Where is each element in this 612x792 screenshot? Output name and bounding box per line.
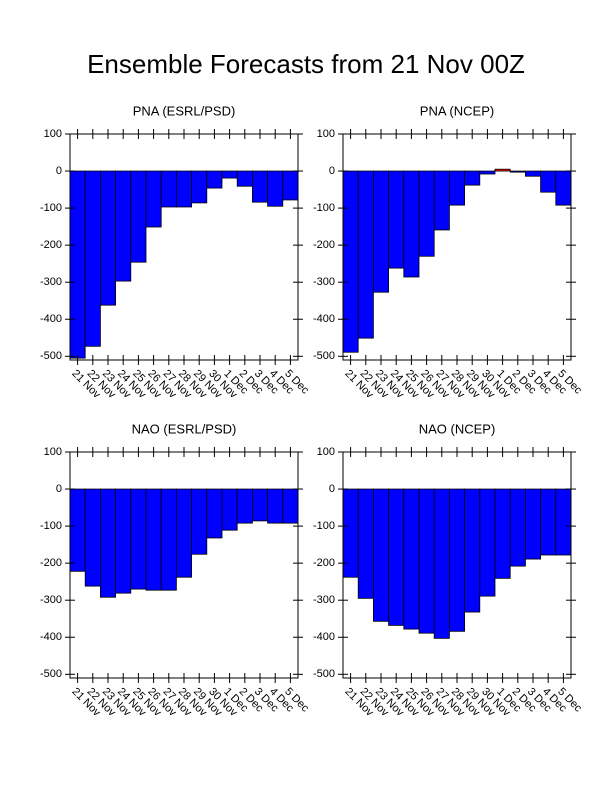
y-tick-label: -300 <box>40 276 62 288</box>
panel-title: PNA (ESRL/PSD) <box>133 103 236 118</box>
bar <box>221 488 238 531</box>
bar <box>403 488 420 630</box>
y-tick-label: -400 <box>40 313 62 325</box>
bar <box>145 488 162 591</box>
y-tick-label: -100 <box>313 202 335 214</box>
y-tick-label: -500 <box>313 668 335 680</box>
y-tick-label: -100 <box>313 520 335 532</box>
y-tick-label: -200 <box>40 239 62 251</box>
bar <box>175 488 192 578</box>
bar <box>69 170 86 359</box>
y-tick-label: 0 <box>56 165 62 177</box>
bar <box>494 488 511 579</box>
y-tick-label: 0 <box>56 483 62 495</box>
bar <box>403 170 420 278</box>
bar <box>84 170 101 347</box>
bar <box>236 170 253 187</box>
bar <box>540 488 557 556</box>
bar <box>282 170 299 201</box>
bar <box>555 488 572 556</box>
bar <box>418 170 435 257</box>
bar <box>160 488 177 591</box>
bar <box>69 488 86 572</box>
bar <box>130 170 147 263</box>
bar <box>494 168 511 172</box>
bar <box>372 170 389 293</box>
bar <box>221 170 238 179</box>
bar <box>448 170 465 206</box>
bar <box>267 488 284 524</box>
y-tick-label: -300 <box>313 594 335 606</box>
y-tick-label: -400 <box>313 313 335 325</box>
bar <box>372 488 389 622</box>
bar <box>388 170 405 269</box>
bar <box>418 488 435 634</box>
bar <box>236 488 253 524</box>
bar <box>191 170 208 204</box>
y-tick-label: -400 <box>40 631 62 643</box>
y-tick-label: 0 <box>329 483 335 495</box>
y-tick-label: -500 <box>313 350 335 362</box>
bar <box>267 170 284 207</box>
panel-title: NAO (ESRL/PSD) <box>132 421 237 436</box>
bar <box>100 488 117 598</box>
bar <box>342 170 359 353</box>
bar <box>357 170 374 339</box>
bar <box>433 488 450 639</box>
bar <box>479 170 496 175</box>
y-tick-label: -500 <box>40 350 62 362</box>
bar <box>388 488 405 626</box>
bar <box>509 488 526 567</box>
bar <box>357 488 374 599</box>
bar <box>206 488 223 539</box>
bar <box>448 488 465 632</box>
y-tick-label: -200 <box>40 557 62 569</box>
bar <box>191 488 208 555</box>
panel-title: NAO (NCEP) <box>419 421 496 436</box>
y-tick-label: 100 <box>317 128 335 140</box>
bar <box>160 170 177 208</box>
y-tick-label: -500 <box>40 668 62 680</box>
bar <box>540 170 557 193</box>
panel-title: PNA (NCEP) <box>420 103 494 118</box>
y-tick-label: 100 <box>44 128 62 140</box>
bar <box>251 170 268 203</box>
y-tick-label: -300 <box>40 594 62 606</box>
bar <box>115 488 132 594</box>
bar <box>84 488 101 587</box>
bar <box>555 170 572 206</box>
y-tick-label: -300 <box>313 276 335 288</box>
y-tick-label: 100 <box>44 446 62 458</box>
bar <box>100 170 117 306</box>
y-tick-label: -200 <box>313 239 335 251</box>
y-tick-label: 100 <box>317 446 335 458</box>
bar <box>206 170 223 189</box>
y-tick-label: 0 <box>329 165 335 177</box>
bar <box>282 488 299 524</box>
bar <box>464 170 481 186</box>
figure-title: Ensemble Forecasts from 21 Nov 00Z <box>87 49 525 79</box>
bar <box>464 488 481 613</box>
bar <box>479 488 496 597</box>
bar <box>433 170 450 231</box>
bar <box>525 170 542 177</box>
bar <box>130 488 147 590</box>
bar <box>525 488 542 560</box>
y-tick-label: -100 <box>40 520 62 532</box>
bar <box>251 488 268 522</box>
bar <box>342 488 359 578</box>
y-tick-label: -100 <box>40 202 62 214</box>
bar <box>145 170 162 228</box>
y-tick-label: -400 <box>313 631 335 643</box>
y-tick-label: -200 <box>313 557 335 569</box>
bar <box>175 170 192 208</box>
bar <box>509 170 526 173</box>
bar <box>115 170 132 282</box>
